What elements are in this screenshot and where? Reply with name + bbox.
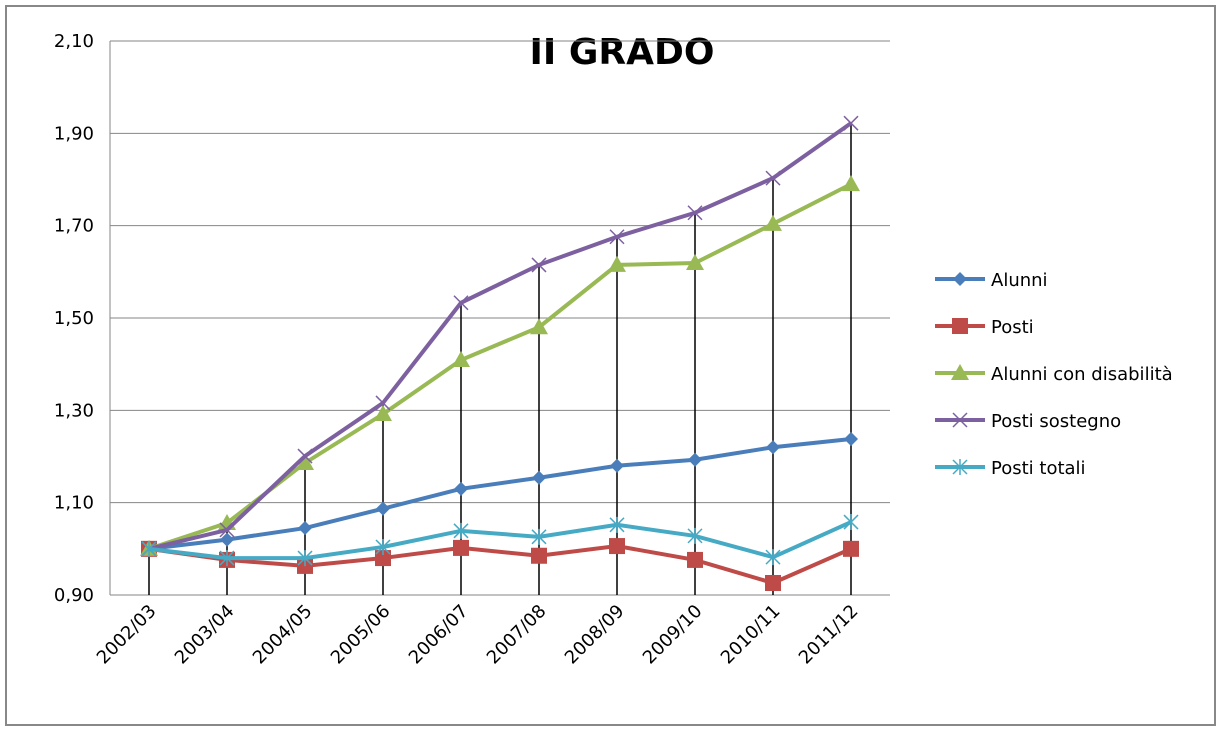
marker <box>219 550 235 567</box>
marker <box>765 170 781 186</box>
chart-title: II GRADO <box>530 32 715 73</box>
marker <box>842 175 860 192</box>
marker <box>374 405 392 422</box>
marker <box>765 549 781 566</box>
marker <box>531 547 547 564</box>
y-tick-label: 1,70 <box>54 216 94 237</box>
marker <box>608 255 626 272</box>
marker <box>375 538 391 555</box>
y-tick-label: 1,50 <box>54 308 94 329</box>
marker <box>453 295 469 311</box>
marker <box>454 481 468 496</box>
series-line <box>148 436 852 551</box>
marker <box>531 528 547 545</box>
y-tick-label: 1,10 <box>54 493 94 514</box>
marker <box>531 257 547 273</box>
marker <box>766 440 780 455</box>
series-line <box>148 520 852 561</box>
marker <box>843 540 859 557</box>
y-tick-label: 2,10 <box>54 31 94 52</box>
legend-marker <box>953 272 967 286</box>
series-line <box>148 121 853 551</box>
marker <box>843 514 859 531</box>
marker <box>141 540 157 557</box>
marker <box>610 458 624 473</box>
marker <box>764 214 782 231</box>
marker <box>452 351 470 368</box>
legend-marker <box>952 318 968 334</box>
legend-label: Alunni <box>991 270 1048 291</box>
marker <box>375 550 391 567</box>
marker <box>297 550 313 567</box>
legend-label: Posti <box>991 317 1034 338</box>
marker <box>844 431 858 446</box>
y-tick-label: 1,90 <box>54 123 94 144</box>
legend-label: Alunni con disabilità <box>991 364 1173 385</box>
series-line <box>148 544 852 586</box>
marker <box>375 395 391 411</box>
marker <box>453 539 469 556</box>
legend-label: Posti totali <box>991 458 1086 479</box>
marker <box>219 522 235 538</box>
y-tick-label: 0,90 <box>54 585 94 606</box>
marker <box>765 574 781 591</box>
chart-frame <box>5 5 1216 726</box>
marker <box>609 538 625 555</box>
y-tick-label: 1,30 <box>54 400 94 421</box>
marker <box>220 532 234 547</box>
marker <box>687 551 703 568</box>
marker <box>296 453 314 470</box>
marker <box>530 318 548 335</box>
marker <box>298 521 312 536</box>
marker <box>376 501 390 516</box>
marker <box>688 452 702 467</box>
marker <box>297 448 313 464</box>
marker <box>687 205 703 221</box>
marker <box>686 254 704 271</box>
marker <box>843 115 859 131</box>
legend-label: Posti sostegno <box>991 411 1121 432</box>
marker <box>609 229 625 245</box>
legend-marker <box>951 364 969 380</box>
legend-marker <box>952 459 968 475</box>
marker <box>532 470 546 485</box>
marker <box>687 527 703 544</box>
marker <box>609 516 625 533</box>
legend-marker <box>952 412 968 428</box>
marker <box>453 522 469 539</box>
